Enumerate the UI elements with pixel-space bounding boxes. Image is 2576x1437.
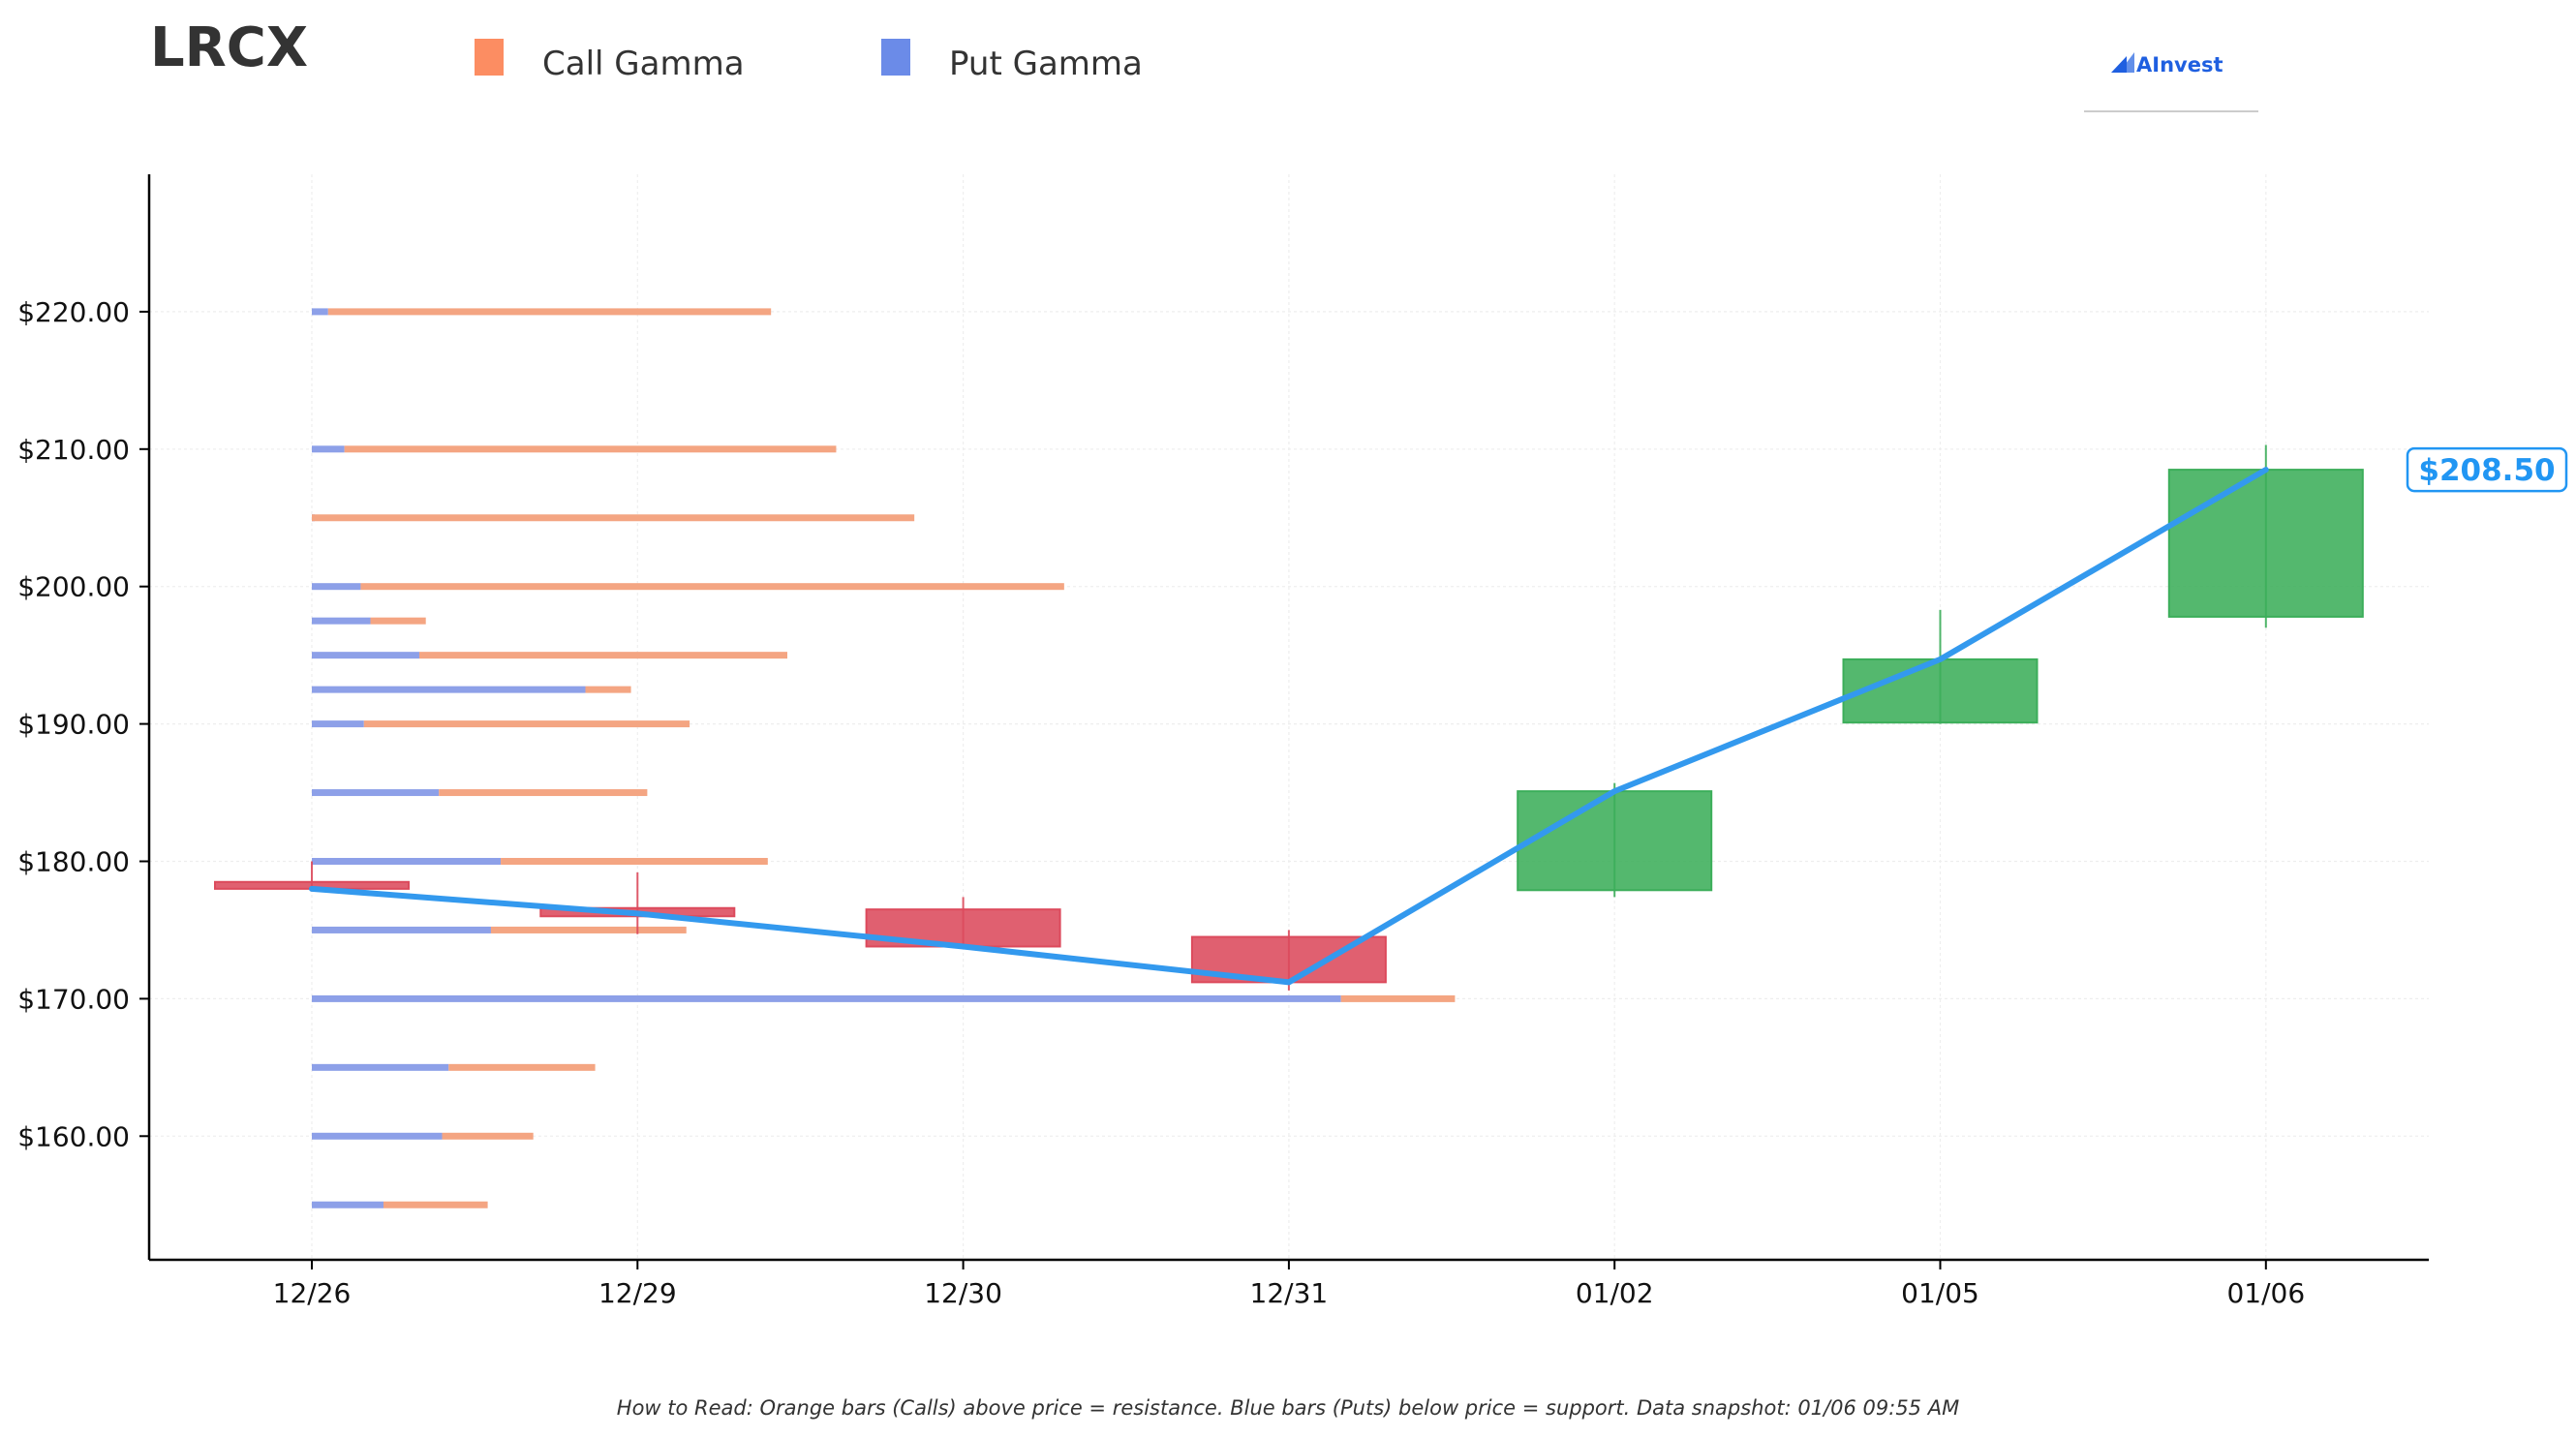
put-gamma-bar bbox=[312, 926, 491, 933]
call-gamma-bar bbox=[448, 1063, 596, 1071]
put-gamma-bar bbox=[312, 720, 364, 728]
put-gamma-bar bbox=[312, 1201, 383, 1208]
call-gamma-bar bbox=[370, 617, 426, 625]
call-gamma-bar bbox=[327, 308, 772, 316]
candles bbox=[214, 444, 2364, 991]
x-tick-label: 12/31 bbox=[1250, 1277, 1329, 1309]
x-tick-label: 01/02 bbox=[1576, 1277, 1654, 1309]
put-gamma-swatch bbox=[881, 39, 910, 76]
call-gamma-bar bbox=[585, 686, 631, 693]
call-gamma-bar bbox=[383, 1201, 488, 1208]
put-gamma-bar bbox=[312, 1063, 449, 1071]
call-gamma-bar bbox=[360, 583, 1064, 591]
ainvest-logo-icon bbox=[2111, 52, 2134, 73]
candle-body bbox=[2167, 469, 2364, 618]
x-tick-label: 01/06 bbox=[2226, 1277, 2305, 1309]
gamma-bars bbox=[312, 308, 1456, 1208]
ticker-title: LRCX bbox=[150, 16, 308, 79]
call-gamma-legend-label: Call Gamma bbox=[542, 45, 745, 83]
put-gamma-bar bbox=[312, 445, 345, 453]
legend: Call Gamma Put Gamma bbox=[475, 39, 1143, 83]
y-tick-label: $200.00 bbox=[17, 571, 130, 603]
y-tick-label: $160.00 bbox=[17, 1120, 130, 1152]
y-tick-label: $220.00 bbox=[17, 296, 130, 328]
x-tick-label: 12/30 bbox=[924, 1277, 1002, 1309]
call-gamma-bar bbox=[439, 789, 648, 797]
put-gamma-bar bbox=[312, 789, 440, 797]
call-gamma-bar bbox=[1340, 994, 1456, 1002]
candle-body bbox=[1517, 790, 1713, 892]
y-tick-label: $210.00 bbox=[17, 434, 130, 466]
call-gamma-bar bbox=[312, 514, 915, 522]
call-gamma-bar bbox=[344, 445, 837, 453]
y-axis-ticks: $160.00 $170.00 $180.00 $190.00 $200.00 $210.… bbox=[17, 296, 149, 1152]
candle-body bbox=[1842, 657, 2039, 724]
put-gamma-bar bbox=[312, 686, 586, 693]
brand-logo: AInvest bbox=[2084, 52, 2258, 112]
last-price-tag: $208.50 bbox=[2406, 446, 2568, 493]
brand-name: AInvest bbox=[2136, 53, 2223, 76]
x-axis-ticks: 12/26 12/29 12/30 12/31 01/02 01/05 01/06 bbox=[273, 1260, 2305, 1309]
call-gamma-bar bbox=[490, 926, 687, 933]
y-tick-label: $170.00 bbox=[17, 983, 130, 1015]
last-price-label: $208.50 bbox=[2418, 453, 2555, 488]
price-line bbox=[309, 467, 2269, 986]
grid bbox=[149, 174, 2429, 1260]
x-tick-label: 12/29 bbox=[598, 1277, 677, 1309]
put-gamma-bar bbox=[312, 1132, 443, 1140]
put-gamma-bar bbox=[312, 652, 419, 659]
call-gamma-bar bbox=[442, 1132, 534, 1140]
put-gamma-bar bbox=[312, 994, 1341, 1002]
y-tick-label: $190.00 bbox=[17, 709, 130, 741]
last-price-tag-box bbox=[2406, 446, 2568, 493]
call-gamma-bar bbox=[363, 720, 690, 728]
put-gamma-bar bbox=[312, 308, 328, 316]
price-line-group bbox=[309, 467, 2269, 986]
call-gamma-bar bbox=[418, 652, 787, 659]
put-gamma-bar bbox=[312, 857, 502, 865]
put-gamma-bar bbox=[312, 617, 371, 625]
footnote: How to Read: Orange bars (Calls) above p… bbox=[617, 1396, 1959, 1420]
y-tick-label: $180.00 bbox=[17, 845, 130, 877]
call-gamma-bar bbox=[501, 857, 768, 865]
x-tick-label: 12/26 bbox=[273, 1277, 352, 1309]
put-gamma-legend-label: Put Gamma bbox=[949, 45, 1143, 83]
call-gamma-swatch bbox=[475, 39, 504, 76]
x-tick-label: 01/05 bbox=[1901, 1277, 1979, 1309]
put-gamma-bar bbox=[312, 583, 361, 591]
